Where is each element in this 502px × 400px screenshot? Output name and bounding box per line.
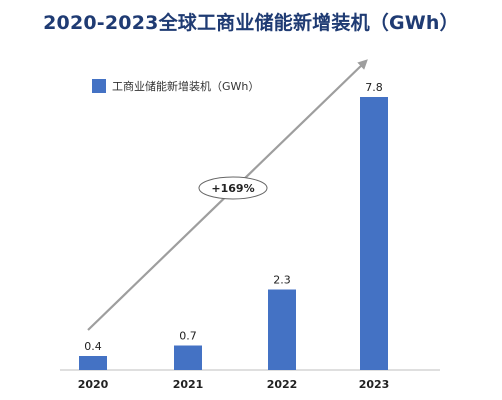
- x-tick-2023: 2023: [359, 378, 390, 391]
- legend: 工商业储能新增装机（GWh）: [92, 79, 259, 93]
- growth-annotation-oval: [198, 176, 268, 200]
- legend-label: 工商业储能新增装机（GWh）: [112, 79, 259, 93]
- data-label-2023: 7.8: [365, 81, 383, 94]
- x-tick-2020: 2020: [78, 378, 109, 391]
- bar-2021: [174, 345, 202, 370]
- data-label-2022: 2.3: [273, 274, 291, 287]
- data-label-2021: 0.7: [179, 330, 197, 343]
- bar-2023: [360, 97, 388, 370]
- x-tick-2022: 2022: [267, 378, 298, 391]
- chart-title: 2020-2023全球工商业储能新增装机（GWh）: [43, 12, 459, 34]
- growth-annotation: +169%: [198, 176, 268, 200]
- legend-swatch: [92, 79, 106, 93]
- bar-2022: [268, 289, 296, 370]
- growth-annotation-label: +169%: [211, 182, 254, 195]
- data-label-2020: 0.4: [84, 340, 102, 353]
- bar-2020: [79, 356, 107, 370]
- x-tick-2021: 2021: [173, 378, 204, 391]
